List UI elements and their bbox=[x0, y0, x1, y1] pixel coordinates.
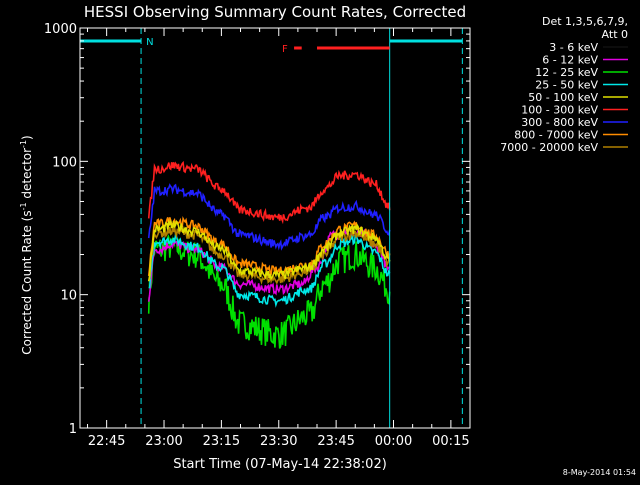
legend-label-8: 7000 - 20000 keV bbox=[500, 141, 598, 154]
flare-flag-label: F bbox=[282, 44, 288, 55]
y-tick-label-2: 100 bbox=[52, 155, 77, 170]
legend-label-2: 12 - 25 keV bbox=[535, 66, 598, 79]
legend-label-6: 300 - 800 keV bbox=[521, 116, 598, 129]
x-tick-label-5: 00:00 bbox=[375, 434, 412, 449]
chart-title: HESSI Observing Summary Count Rates, Cor… bbox=[84, 3, 466, 21]
y-tick-label-0: 1 bbox=[69, 422, 77, 437]
y-label-sup1: -1 bbox=[19, 202, 28, 210]
legend-label-3: 25 - 50 keV bbox=[535, 79, 598, 92]
y-label-mid: detector bbox=[20, 148, 34, 203]
y-tick-label-1: 10 bbox=[60, 289, 77, 304]
axis-ticks: 22:45 23:00 23:15 23:30 23:45 00:00 00:15 1 10 10… bbox=[44, 22, 471, 449]
x-tick-label-4: 23:45 bbox=[317, 434, 354, 449]
series-line-2 bbox=[147, 233, 391, 349]
y-label-sup2: -1 bbox=[19, 140, 28, 148]
legend-label-5: 100 - 300 keV bbox=[521, 104, 598, 117]
legend-header-2: Att 0 bbox=[602, 28, 628, 41]
series-line-4 bbox=[147, 218, 391, 282]
legend-label-4: 50 - 100 keV bbox=[528, 91, 598, 104]
timestamp: 8-May-2014 01:54 bbox=[563, 468, 636, 477]
legend-header-1: Det 1,3,5,6,7,9, bbox=[542, 15, 628, 28]
series-line-8 bbox=[147, 225, 391, 285]
x-tick-label-1: 23:00 bbox=[145, 434, 182, 449]
x-tick-label-6: 00:15 bbox=[432, 434, 469, 449]
legend-label-7: 800 - 7000 keV bbox=[514, 129, 598, 142]
y-tick-label-3: 1000 bbox=[44, 22, 77, 37]
x-axis-label: Start Time (07-May-14 22:38:02) bbox=[173, 457, 387, 472]
y-label-main: Corrected Count Rate (s bbox=[20, 210, 34, 354]
series-line-7 bbox=[147, 215, 391, 277]
x-tick-label-3: 23:30 bbox=[260, 434, 297, 449]
series-line-6 bbox=[147, 183, 391, 251]
series-line-3 bbox=[148, 233, 391, 308]
y-axis-label: Corrected Count Rate (s-1 detector-1) bbox=[19, 135, 34, 354]
legend-label-0: 3 - 6 keV bbox=[549, 41, 598, 54]
x-tick-label-0: 22:45 bbox=[88, 434, 125, 449]
y-label-end: ) bbox=[20, 135, 34, 140]
x-tick-label-2: 23:15 bbox=[203, 434, 240, 449]
series-line-5 bbox=[147, 160, 391, 225]
plot-lines bbox=[147, 160, 391, 349]
legend-label-1: 6 - 12 keV bbox=[542, 54, 598, 67]
night-flag-label: N bbox=[146, 37, 153, 48]
plot-frame bbox=[79, 27, 471, 429]
